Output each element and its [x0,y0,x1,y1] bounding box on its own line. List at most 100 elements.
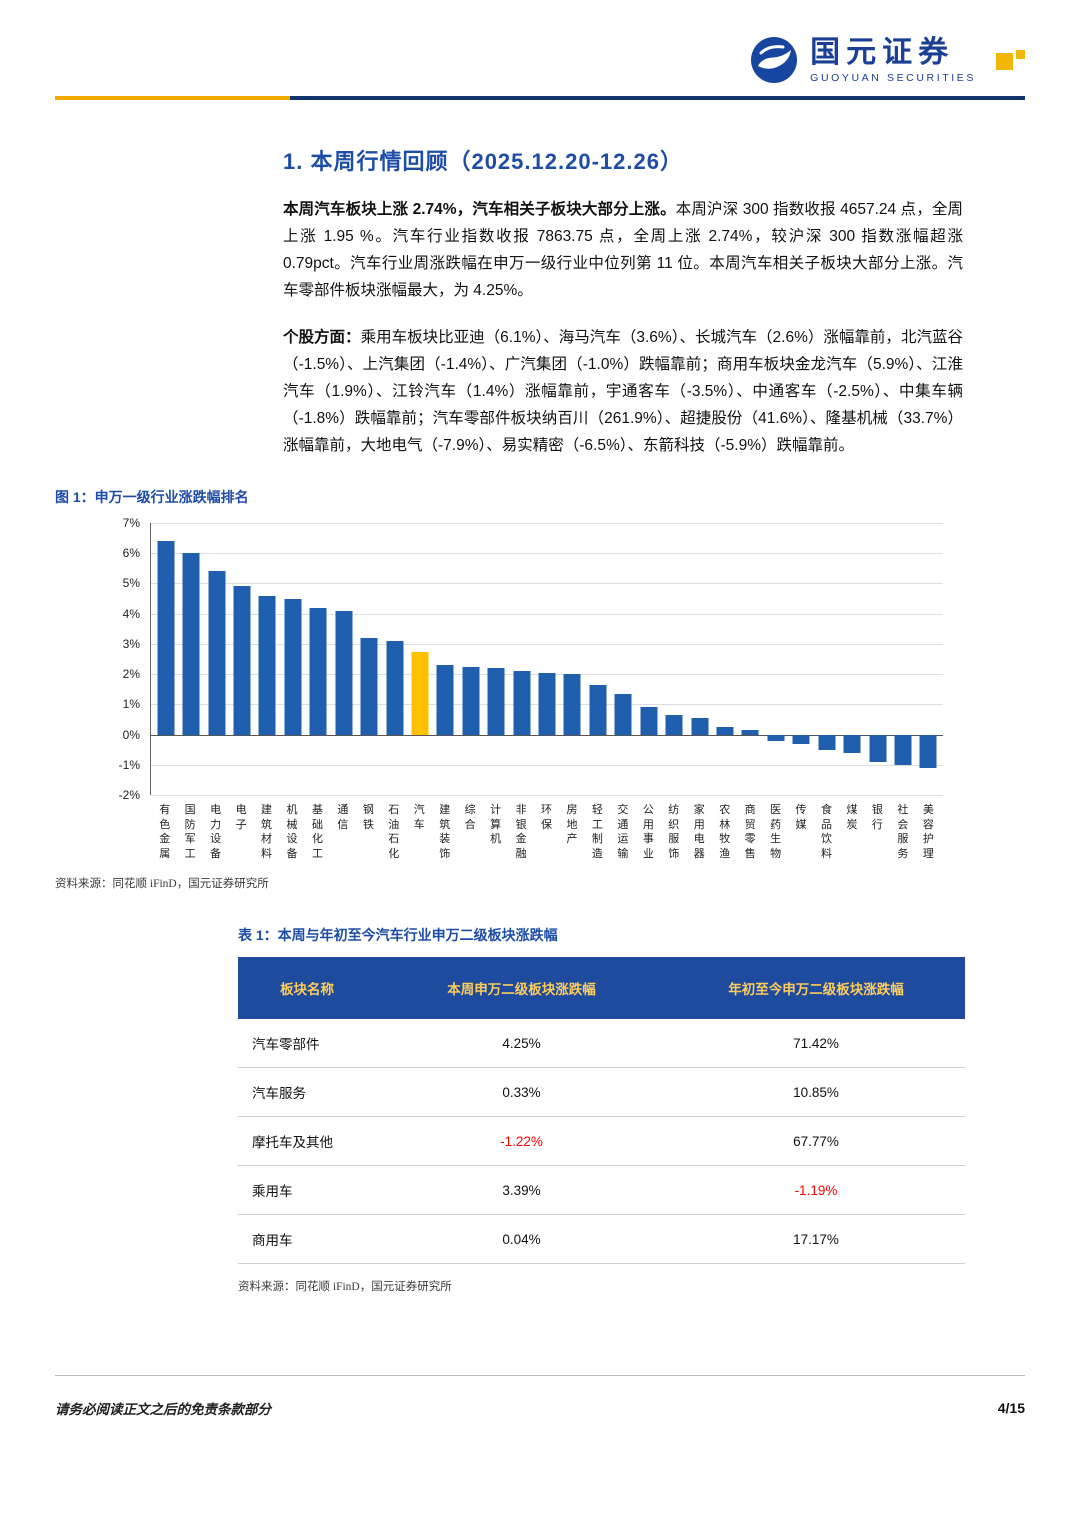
chart-x-label: 社会服务 [897,804,909,860]
chart-x-label-slot: 农林牧渔 [712,803,737,861]
chart-bar-slot [611,523,636,795]
chart-y-tick: 2% [122,667,140,682]
chart-bar [818,734,836,750]
chart-y-tick: 7% [122,516,140,530]
chart-x-label: 房地产 [566,804,578,846]
chart-x-label-slot: 美容护理 [916,803,941,861]
paragraph-2-body: 乘用车板块比亚迪（6.1%）、海马汽车（3.6%）、长城汽车（2.6%）涨幅靠前… [283,329,963,454]
chart-x-label-slot: 公用事业 [636,803,661,861]
chart-x-label: 公用事业 [642,804,654,860]
chart-gridline [151,764,943,766]
chart-bar-slot [712,523,737,795]
chart-x-label: 建筑材料 [261,804,273,860]
table-cell-sector-name: 摩托车及其他 [238,1116,377,1167]
chart-bar-slot [483,523,508,795]
chart-x-label-slot: 医药生物 [763,803,788,861]
chart-bar-slot [433,523,458,795]
chart-bar [386,640,403,735]
chart-bar [691,717,709,735]
footer-divider [55,1375,1025,1376]
chart-bar [767,734,785,741]
chart-x-label-slot: 轻工制造 [585,803,610,861]
table-header-cell: 本周申万二级板块涨跌幅 [376,957,667,1020]
brand: 国元证券 GUOYUAN SECURITIES [750,36,1025,84]
chart-bar [640,707,658,735]
chart-bars [151,523,943,795]
chart-x-label: 计算机 [490,804,502,846]
chart-bar-slot [458,523,483,795]
chart-bar-slot [789,523,814,795]
table-cell-sector-name: 汽车服务 [238,1067,377,1118]
chart-x-label-slot: 计算机 [483,803,508,861]
chart-x-label-slot: 环保 [534,803,559,861]
sector-table-body: 汽车零部件 4.25% 71.42% 汽车服务 0.33% 10.85% 摩托车及其他 -1.… [238,1019,965,1265]
chart-x-label-slot: 建筑装饰 [432,803,457,861]
chart-x-label: 建筑装饰 [439,804,451,860]
chart-bar [869,734,887,762]
chart-x-label: 环保 [541,804,553,831]
chart-x-label-slot: 汽车 [407,803,432,861]
page-number: 4/15 [997,1400,1025,1416]
chart-gridline [151,795,943,796]
chart-bar-slot [407,523,432,795]
chart-bar [741,730,759,735]
chart-bar [716,727,734,735]
table-cell-sector-name: 乘用车 [238,1165,377,1216]
chart-x-label: 机械设备 [286,804,298,860]
chart-x-label-slot: 石油石化 [381,803,406,861]
chart-bar [157,541,175,735]
chart-bar [589,684,607,735]
industry-bar-chart: 7% 6% 5% 4% 3% 2% 1% 0% -1% -2% 有色金属 国防军工 电力设备 电子 建筑材… [55,516,1025,861]
paragraph-stock-movers: 个股方面：乘用车板块比亚迪（6.1%）、海马汽车（3.6%）、长城汽车（2.6%… [283,324,963,459]
chart-x-label: 非银金融 [515,804,527,860]
chart-bar-slot [661,523,686,795]
chart-bar-slot [153,523,178,795]
chart-bar-slot [204,523,229,795]
table-cell-value: 17.17% [666,1214,965,1265]
chart-bar [208,571,226,735]
chart-x-label: 家用电器 [693,804,705,860]
chart-x-label: 钢铁 [362,804,374,831]
brand-name-en: GUOYUAN SECURITIES [810,72,976,84]
page-header: 国元证券 GUOYUAN SECURITIES [55,0,1025,84]
chart-x-label-slot: 基础化工 [305,803,330,861]
chart-bar-slot [280,523,305,795]
chart-x-label: 有色金属 [159,804,171,860]
chart-x-label-slot: 社会服务 [890,803,915,861]
chart-bar [538,672,556,735]
footer-disclaimer: 请务必阅读正文之后的免责条款部分 [55,1402,271,1417]
chart-x-label: 基础化工 [311,804,323,860]
chart-x-label-slot: 家用电器 [687,803,712,861]
chart-bar-slot [839,523,864,795]
table-cell-value: 0.04% [376,1214,667,1265]
chart-gridline [151,553,943,555]
chart-gridline [151,583,943,585]
chart-x-label-slot: 建筑材料 [254,803,279,861]
chart-gridline [151,613,943,615]
chart-bar-slot [255,523,280,795]
chart-bar-slot [763,523,788,795]
chart-x-label: 银行 [871,804,883,831]
table-cell-value: 71.42% [666,1019,965,1069]
chart-bar-slot [306,523,331,795]
chart-zero-line [151,734,943,736]
body-text-column: 1. 本周行情回顾（2025.12.20-12.26） 本周汽车板块上涨 2.7… [283,144,963,459]
chart-x-labels: 有色金属 国防军工 电力设备 电子 建筑材料 机械设备 基础化工 通信 钢铁 石油石化 汽车 建筑装饰… [150,803,943,861]
chart-bar-slot [890,523,915,795]
chart-bar [360,637,378,735]
chart-bar-slot [814,523,839,795]
chart-x-label-slot: 有色金属 [152,803,177,861]
chart-bar [665,714,683,735]
chart-x-label: 综合 [464,804,476,831]
chart-x-label: 通信 [337,804,349,831]
chart-x-label: 石油石化 [388,804,400,860]
chart-gridline [151,523,943,524]
chart-x-label: 轻工制造 [591,804,603,860]
chart-x-label-slot: 传媒 [788,803,813,861]
chart-y-tick: 4% [122,606,140,621]
chart-bar-slot [356,523,381,795]
chart-x-label-slot: 交通运输 [610,803,635,861]
chart-bar-slot [382,523,407,795]
chart-x-label-slot: 钢铁 [356,803,381,861]
